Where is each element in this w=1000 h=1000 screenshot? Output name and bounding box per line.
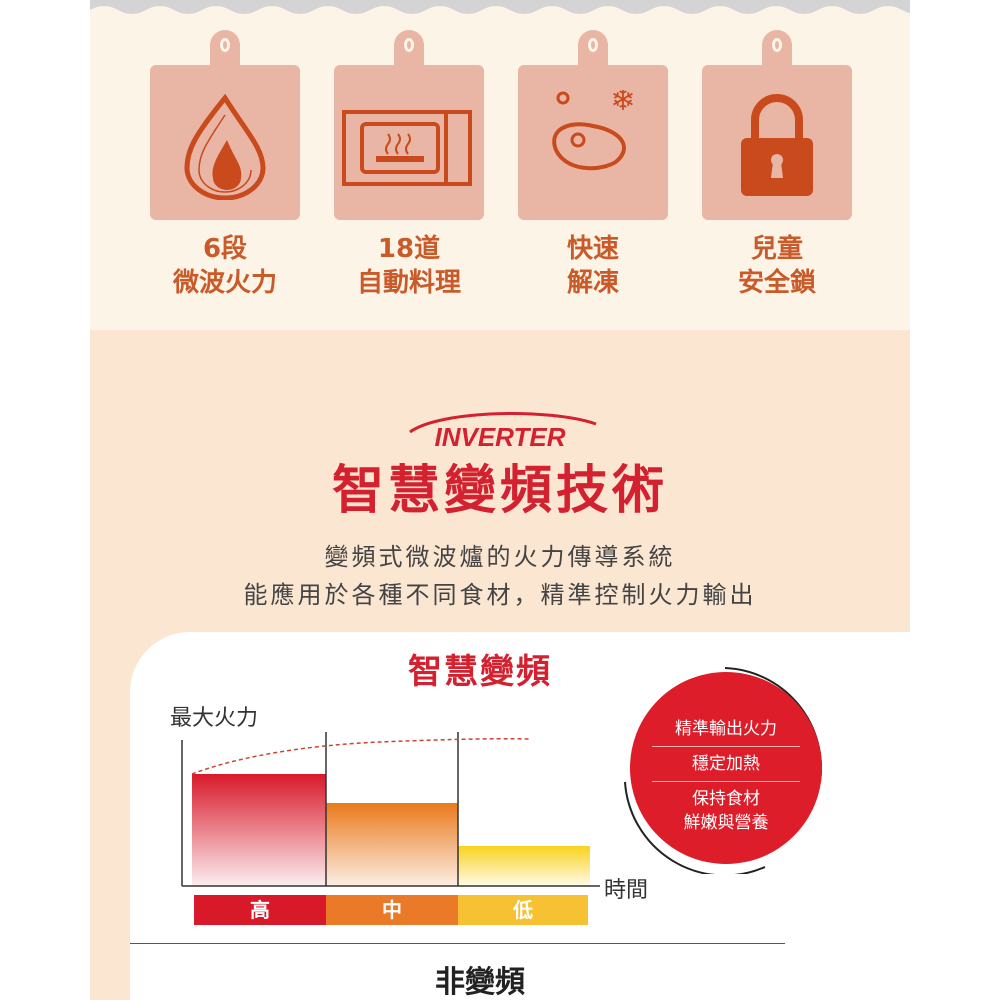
feature-card-defrost: ❄ xyxy=(518,30,668,220)
bar-medium xyxy=(326,803,458,886)
level-high: 高 xyxy=(194,895,326,925)
microwave-icon xyxy=(342,110,472,186)
product-infographic: ❄ 6段 微波火力 18道 自動料理 快速 解凍 兒童 安全鎖 INVERTER 智慧變… xyxy=(90,0,910,1000)
y-axis-label: 最大火力 xyxy=(170,706,259,731)
subtitle-line: 變頻式微波爐的火力傳導系統 xyxy=(324,543,676,571)
max-power-curve xyxy=(191,737,531,775)
diagram-title: 智慧變頻 xyxy=(408,652,552,692)
feature-card-child-lock xyxy=(702,30,852,220)
feature-card-power xyxy=(150,30,300,220)
feature-label: 18道 自動料理 xyxy=(356,234,461,298)
level-medium: 中 xyxy=(326,895,458,925)
feature-label: 兒童 安全鎖 xyxy=(737,234,816,298)
benefit-text: 保持食材 xyxy=(692,789,760,809)
benefit-text: 精準輸出火力 xyxy=(675,719,777,739)
divider xyxy=(130,943,785,944)
feature-label: 快速 解凍 xyxy=(566,234,619,298)
feature-label: 6段 微波火力 xyxy=(172,234,277,298)
feature-card-auto-cook xyxy=(334,30,484,220)
inverter-diagram: 智慧變頻 最大火力 時間 高 中 低 精準輸出火力 穩定加熱 保持食材 鮮嫩與營… xyxy=(130,632,910,1000)
page-title: 智慧變頻技術 xyxy=(331,461,668,521)
x-axis-label: 時間 xyxy=(604,878,649,903)
svg-text:INVERTER: INVERTER xyxy=(435,422,566,450)
bar-low xyxy=(458,846,590,886)
level-low: 低 xyxy=(458,895,588,925)
padlock-icon xyxy=(741,94,813,196)
thaw-meat-icon: ❄ xyxy=(552,90,636,171)
non-inverter-title: 非變頻 xyxy=(435,965,525,1000)
benefit-text: 穩定加熱 xyxy=(692,754,760,774)
top-wave-decoration xyxy=(90,0,910,14)
middle-wave-decoration xyxy=(90,334,910,360)
power-chart xyxy=(181,732,600,887)
bar-high xyxy=(192,774,326,886)
svg-text:❄: ❄ xyxy=(610,90,635,118)
benefit-text: 鮮嫩與營養 xyxy=(683,813,769,833)
benefits-badge: 精準輸出火力 穩定加熱 保持食材 鮮嫩與營養 xyxy=(630,672,822,864)
subtitle-line: 能應用於各種不同食材，精準控制火力輸出 xyxy=(243,581,757,609)
flame-icon xyxy=(184,93,266,200)
inverter-logo: INVERTER xyxy=(409,412,597,450)
